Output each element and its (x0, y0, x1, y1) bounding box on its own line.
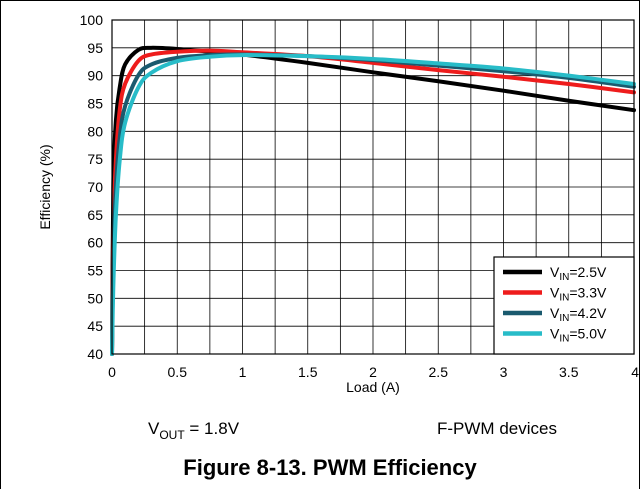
x-axis-label: Load (A) (346, 379, 400, 395)
x-tick-label: 3.5 (559, 364, 579, 380)
x-tick-labels: 0 0.5 1 1.5 2 2.5 3 3.5 4 (108, 364, 639, 380)
legend-label-main: V (550, 285, 560, 301)
legend-label-main: V (550, 264, 560, 280)
x-tick-label: 2.5 (429, 364, 449, 380)
legend-label-value: =3.3V (569, 285, 607, 301)
y-tick-labels: 40 45 50 55 60 65 70 75 80 85 90 95 100 (80, 12, 104, 362)
series-line (110, 53, 636, 356)
x-tick-label: 4 (631, 364, 639, 380)
y-axis-label: Efficiency (%) (37, 144, 53, 229)
y-tick-label: 100 (80, 12, 104, 28)
vout-annotation: VOUT = 1.8V (148, 419, 240, 442)
y-tick-label: 55 (87, 263, 103, 279)
x-tick-label: 0.5 (168, 364, 188, 380)
legend-label: VIN=4.2V (550, 305, 607, 324)
y-tick-label: 60 (87, 235, 103, 251)
devices-annotation: F-PWM devices (437, 419, 557, 438)
y-tick-label: 45 (87, 318, 103, 334)
vout-main: V (148, 419, 160, 438)
legend-label-sub: IN (559, 334, 569, 345)
y-tick-label: 80 (87, 123, 103, 139)
y-tick-label: 70 (87, 179, 103, 195)
legend-label-sub: IN (559, 293, 569, 304)
y-tick-label: 40 (87, 346, 103, 362)
figure-caption: Figure 8-13. PWM Efficiency (183, 455, 477, 480)
series-layer (110, 45, 636, 356)
legend-label: VIN=3.3V (550, 285, 607, 304)
x-tick-label: 1.5 (298, 364, 318, 380)
legend-label-sub: IN (559, 313, 569, 324)
y-tick-label: 85 (87, 96, 103, 112)
x-tick-label: 0 (108, 364, 116, 380)
y-tick-label: 90 (87, 68, 103, 84)
y-tick-label: 95 (87, 40, 103, 56)
y-tick-label: 50 (87, 290, 103, 306)
y-tick-label: 65 (87, 207, 103, 223)
x-tick-label: 3 (500, 364, 508, 380)
legend-label: VIN=2.5V (550, 264, 607, 283)
legend-label-value: =2.5V (569, 264, 607, 280)
vout-value: = 1.8V (185, 419, 240, 438)
x-tick-label: 2 (369, 364, 377, 380)
legend-label: VIN=5.0V (550, 326, 607, 345)
vout-subscript: OUT (159, 428, 185, 442)
y-tick-label: 75 (87, 151, 103, 167)
legend-label-main: V (550, 305, 560, 321)
plot-area-border (111, 19, 635, 355)
legend-label-main: V (550, 326, 560, 342)
legend-label-sub: IN (559, 272, 569, 283)
legend-label-value: =4.2V (569, 305, 607, 321)
x-tick-label: 1 (239, 364, 247, 380)
legend-label-value: =5.0V (569, 326, 607, 342)
